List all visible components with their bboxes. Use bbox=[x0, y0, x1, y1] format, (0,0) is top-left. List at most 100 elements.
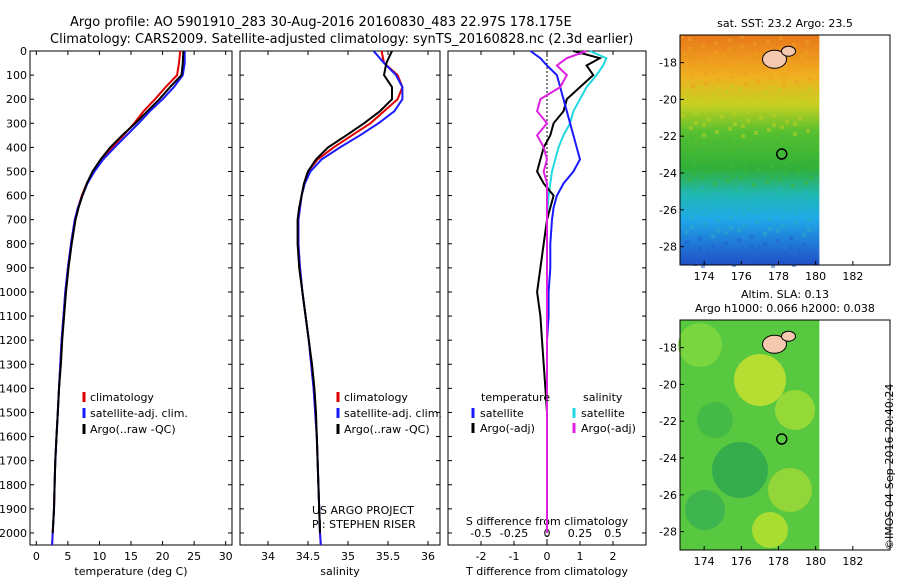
sst-pixel bbox=[749, 156, 753, 160]
depth-tick-label: 1900 bbox=[0, 503, 27, 516]
sst-pixel bbox=[783, 172, 787, 176]
sal-legend-label: climatology bbox=[344, 391, 408, 404]
sst-pixel bbox=[744, 171, 748, 175]
sst-pixel bbox=[793, 132, 797, 136]
sal-series-1 bbox=[297, 50, 404, 546]
sal-frame bbox=[239, 50, 441, 546]
sst-pixel bbox=[739, 186, 743, 190]
sst-pixel bbox=[777, 88, 781, 92]
sst-pixel bbox=[758, 247, 762, 251]
temp-xlabel: temperature (deg C) bbox=[74, 565, 187, 578]
temp-x-tick-label: 5 bbox=[64, 550, 71, 563]
sst-pixel bbox=[789, 236, 793, 240]
project-annotation: PI: STEPHEN RISER bbox=[312, 518, 416, 531]
depth-tick-label: 1700 bbox=[0, 455, 27, 468]
sst-pixel bbox=[736, 139, 740, 143]
depth-tick-label: 1800 bbox=[0, 479, 27, 492]
sst-pixel bbox=[701, 264, 705, 268]
diff-legend-label: satellite bbox=[480, 407, 524, 420]
sst-pixel bbox=[785, 120, 789, 124]
sst-pixel bbox=[680, 255, 684, 259]
map-lat-label: -26 bbox=[659, 489, 677, 502]
sst-pixel bbox=[738, 87, 742, 91]
sst-pixel bbox=[751, 104, 755, 108]
depth-tick-label: 500 bbox=[6, 165, 27, 178]
sst-pixel bbox=[718, 167, 722, 171]
sst-pixel bbox=[692, 163, 696, 167]
sst-pixel bbox=[699, 86, 703, 90]
sst-pixel bbox=[784, 261, 788, 265]
sst-pixel bbox=[735, 60, 739, 64]
sla-anomaly-blob bbox=[752, 512, 788, 548]
depth-tick-label: 400 bbox=[6, 141, 27, 154]
diff-legend-label: Argo(-adj) bbox=[480, 422, 535, 435]
diff-x-tick-label: 1 bbox=[577, 550, 584, 563]
depth-tick-label: 900 bbox=[6, 262, 27, 275]
sst-pixel bbox=[769, 86, 773, 90]
depth-tick-label: 0 bbox=[20, 45, 27, 58]
sst-pixel bbox=[785, 110, 789, 114]
sst-pixel bbox=[796, 159, 800, 163]
sst-pixel bbox=[780, 135, 784, 139]
sla-anomaly-blob bbox=[775, 390, 815, 430]
sst-pixel bbox=[753, 42, 757, 46]
sst-pixel bbox=[720, 105, 724, 109]
sst-pixel bbox=[770, 165, 774, 169]
sst-pixel bbox=[768, 227, 772, 231]
sst-pixel bbox=[808, 77, 812, 81]
sal-legend-label: Argo(..raw -QC) bbox=[344, 423, 430, 436]
sst-pixel bbox=[773, 192, 777, 196]
sst-pixel bbox=[800, 55, 804, 59]
sst-pixel bbox=[726, 179, 730, 183]
sst-pixel bbox=[756, 79, 760, 83]
sst-pixel bbox=[712, 103, 716, 107]
sst-pixel bbox=[801, 154, 805, 158]
map-lon-label: 174 bbox=[694, 555, 715, 568]
sst-pixel bbox=[681, 114, 685, 118]
sst-pixel bbox=[690, 225, 694, 229]
sst-pixel bbox=[732, 253, 736, 257]
sst-pixel bbox=[803, 92, 807, 96]
sst-pixel bbox=[795, 70, 799, 74]
sal-series-2 bbox=[296, 50, 393, 534]
depth-tick-label: 1500 bbox=[0, 406, 27, 419]
sst-pixel bbox=[684, 141, 688, 145]
sst-pixel bbox=[755, 220, 759, 224]
sst-pixel bbox=[702, 123, 706, 127]
map-lat-label: -24 bbox=[659, 167, 677, 180]
sst-pixel bbox=[723, 152, 727, 156]
sst-pixel bbox=[778, 177, 782, 181]
sst-pixel bbox=[727, 38, 731, 42]
sst-pixel bbox=[719, 256, 723, 260]
temp-x-tick-label: 20 bbox=[156, 550, 170, 563]
map-lon-label: 176 bbox=[731, 555, 752, 568]
sst-pixel bbox=[747, 208, 751, 212]
s-diff-tick-label: -0.25 bbox=[500, 527, 528, 540]
sst-pixel bbox=[809, 176, 813, 180]
sst-pixel bbox=[768, 217, 772, 221]
sst-pixel bbox=[746, 119, 750, 123]
sla-anomaly-blob bbox=[768, 468, 812, 512]
sst-pixel bbox=[733, 122, 737, 126]
sla-anomaly-blob bbox=[734, 354, 786, 406]
temp-legend-label: Argo(..raw -QC) bbox=[90, 423, 176, 436]
diff-x-tick-label: -2 bbox=[476, 550, 487, 563]
temp-frame bbox=[29, 50, 233, 546]
map-lat-label: -18 bbox=[659, 342, 677, 355]
sst-pixel bbox=[733, 112, 737, 116]
sst-pixel bbox=[739, 176, 743, 180]
sst-pixel bbox=[737, 238, 741, 242]
diff-legend-title-temp: temperature bbox=[481, 391, 550, 404]
sst-pixel bbox=[712, 93, 716, 97]
sst-pixel bbox=[687, 188, 691, 192]
sst-pixel bbox=[688, 47, 692, 51]
sst-pixel bbox=[797, 258, 801, 262]
sst-pixel bbox=[690, 215, 694, 219]
sst-pixel bbox=[779, 46, 783, 50]
sst-pixel bbox=[731, 174, 735, 178]
sst-pixel bbox=[782, 83, 786, 87]
sst-pixel bbox=[687, 178, 691, 182]
map-lon-label: 182 bbox=[842, 270, 863, 283]
temp-x-tick-label: 0 bbox=[33, 550, 40, 563]
sst-pixel bbox=[750, 245, 754, 249]
